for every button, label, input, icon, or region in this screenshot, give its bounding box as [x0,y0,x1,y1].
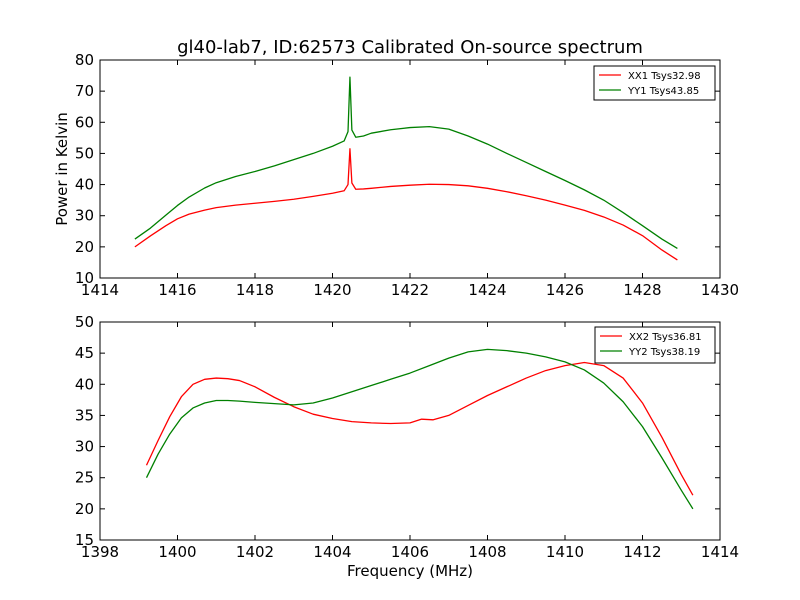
top-y-tick-label: 40 [75,176,94,194]
bottom-plot-area [145,348,694,510]
bottom-x-tick-label: 1412 [623,543,661,561]
bottom-y-tick-label: 15 [75,531,94,549]
top-panel: 1414 1416 1418 1420 1422 1424 1426 1428 1430 10 2… [53,51,739,299]
bottom-y-tick-label: 35 [75,406,94,424]
bottom-series-line-1 [145,361,694,496]
top-x-tick-label: 1420 [313,281,351,299]
bottom-y-tick-label: 40 [75,375,94,393]
bottom-y-tick-label: 45 [75,344,94,362]
top-x-tick-label: 1418 [236,281,274,299]
bottom-x-axis-label: Frequency (MHz) [347,562,473,580]
bottom-y-tick-label: 25 [75,469,94,487]
bottom-series-line-2 [145,348,694,510]
top-series-line-1 [134,148,678,261]
top-legend: XX1 Tsys32.98 YY1 Tsys43.85 [593,65,716,101]
top-x-ticks: 1414 1416 1418 1420 1422 1424 1426 1428 1430 [81,60,739,299]
top-y-tick-label: 60 [75,113,94,131]
bottom-panel: 1398 1400 1402 1404 1406 1408 1410 1412 1414 15 2… [75,313,739,580]
top-x-tick-label: 1428 [623,281,661,299]
top-legend-label-2: YY1 Tsys43.85 [627,86,699,97]
top-legend-box [593,65,716,101]
top-y-tick-label: 20 [75,238,94,256]
bottom-y-ticks: 15 20 25 30 35 40 45 50 [75,313,720,549]
top-x-tick-label: 1422 [391,281,429,299]
bottom-legend-label-2: YY2 Tsys38.19 [628,347,700,358]
top-x-tick-label: 1430 [701,281,739,299]
bottom-x-tick-label: 1414 [701,543,739,561]
top-x-tick-label: 1426 [546,281,584,299]
bottom-x-tick-label: 1400 [158,543,196,561]
bottom-x-tick-label: 1402 [236,543,274,561]
bottom-legend-label-1: XX2 Tsys36.81 [629,332,702,343]
top-series-line-2 [134,76,678,249]
bottom-y-tick-label: 50 [75,313,94,331]
top-y-tick-label: 50 [75,144,94,162]
top-x-tick-label: 1414 [81,281,119,299]
bottom-y-tick-label: 20 [75,500,94,518]
top-x-tick-label: 1424 [468,281,506,299]
top-y-axis-label: Power in Kelvin [53,112,71,226]
top-y-tick-label: 10 [75,269,94,287]
top-x-tick-label: 1416 [158,281,196,299]
bottom-x-tick-label: 1398 [81,543,119,561]
bottom-x-tick-label: 1406 [391,543,429,561]
top-y-tick-label: 70 [75,82,94,100]
top-legend-label-1: XX1 Tsys32.98 [628,71,701,82]
bottom-x-tick-label: 1404 [313,543,351,561]
top-y-tick-label: 80 [75,51,94,69]
figure-title: gl40-lab7, ID:62573 Calibrated On-source… [177,37,643,58]
bottom-y-tick-label: 30 [75,438,94,456]
bottom-legend-box [594,326,716,364]
bottom-x-ticks: 1398 1400 1402 1404 1406 1408 1410 1412 1414 [81,322,739,561]
top-y-tick-label: 30 [75,207,94,225]
bottom-x-tick-label: 1408 [468,543,506,561]
top-y-ticks: 10 20 30 40 50 60 70 80 [75,51,720,287]
top-plot-area [134,76,678,261]
bottom-x-tick-label: 1410 [546,543,584,561]
bottom-legend: XX2 Tsys36.81 YY2 Tsys38.19 [594,326,716,364]
